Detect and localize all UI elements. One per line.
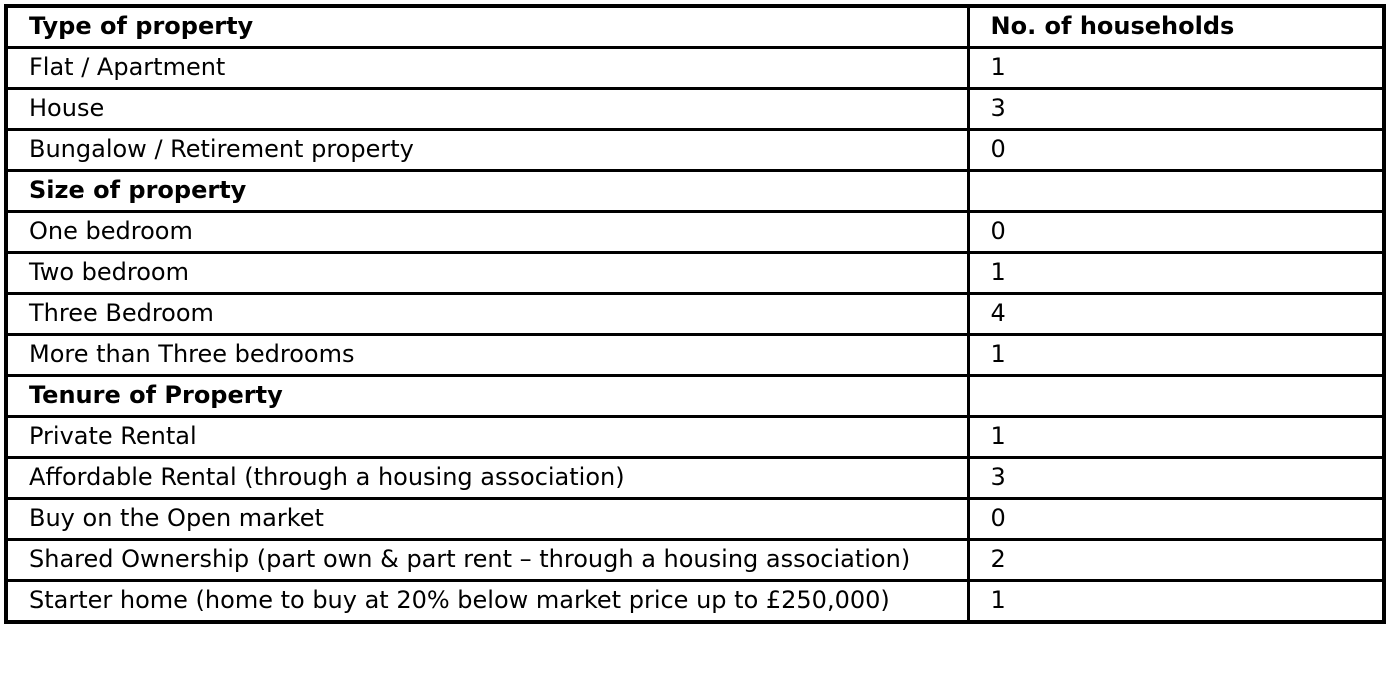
- row-label-cell: One bedroom: [4, 210, 970, 254]
- row-label-cell: Buy on the Open market: [4, 497, 970, 541]
- row-value-cell: 3: [966, 87, 1386, 131]
- row-value-cell: 0: [966, 128, 1386, 172]
- row-value-cell: [966, 169, 1386, 213]
- table-row: Starter home (home to buy at 20% below m…: [4, 579, 1386, 624]
- row-label-cell: Three Bedroom: [4, 292, 970, 336]
- row-label-cell: House: [4, 87, 970, 131]
- row-value-cell: 1: [966, 251, 1386, 295]
- row-label-cell: More than Three bedrooms: [4, 333, 970, 377]
- row-value-cell: 2: [966, 538, 1386, 582]
- row-label-cell: Two bedroom: [4, 251, 970, 295]
- row-value-cell: 1: [966, 46, 1386, 90]
- row-value-cell: 0: [966, 497, 1386, 541]
- table-row: Shared Ownership (part own & part rent –…: [4, 538, 1386, 582]
- row-value-cell: 0: [966, 210, 1386, 254]
- table-row: Private Rental 1: [4, 415, 1386, 459]
- row-label-cell: Starter home (home to buy at 20% below m…: [4, 579, 970, 624]
- row-label-cell: Bungalow / Retirement property: [4, 128, 970, 172]
- section-row: Size of property: [4, 169, 1386, 213]
- row-label-cell: Flat / Apartment: [4, 46, 970, 90]
- column-header-type-of-property: Type of property: [4, 4, 970, 49]
- table-row: Two bedroom 1: [4, 251, 1386, 295]
- row-value-cell: 1: [966, 415, 1386, 459]
- row-label-cell: Tenure of Property: [4, 374, 970, 418]
- row-value-cell: 4: [966, 292, 1386, 336]
- row-value-cell: 3: [966, 456, 1386, 500]
- table-row: Flat / Apartment 1: [4, 46, 1386, 90]
- section-row: Tenure of Property: [4, 374, 1386, 418]
- row-label-cell: Size of property: [4, 169, 970, 213]
- table-body: Flat / Apartment 1 House 3 Bungalow / Retire…: [4, 46, 1386, 624]
- table-row: Three Bedroom 4: [4, 292, 1386, 336]
- row-label-cell: Private Rental: [4, 415, 970, 459]
- table-row: Bungalow / Retirement property 0: [4, 128, 1386, 172]
- row-label-cell: Shared Ownership (part own & part rent –…: [4, 538, 970, 582]
- header-row: Type of property No. of households: [4, 4, 1386, 49]
- column-header-no-of-households: No. of households: [966, 4, 1386, 49]
- table-row: House 3: [4, 87, 1386, 131]
- households-table: Type of property No. of households Flat …: [4, 4, 1386, 624]
- table-row: Buy on the Open market 0: [4, 497, 1386, 541]
- table-row: One bedroom 0: [4, 210, 1386, 254]
- row-value-cell: 1: [966, 579, 1386, 624]
- row-value-cell: [966, 374, 1386, 418]
- row-label-cell: Affordable Rental (through a housing ass…: [4, 456, 970, 500]
- table-row: Affordable Rental (through a housing ass…: [4, 456, 1386, 500]
- row-value-cell: 1: [966, 333, 1386, 377]
- table-row: More than Three bedrooms 1: [4, 333, 1386, 377]
